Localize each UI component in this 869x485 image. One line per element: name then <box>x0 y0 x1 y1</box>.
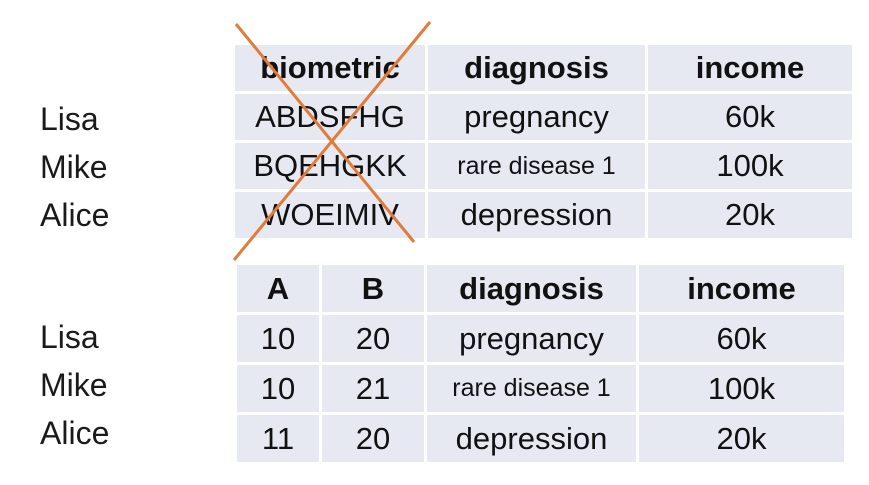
table-cell: rare disease 1 <box>427 365 636 412</box>
table-row: WOEIMIV depression 20k <box>235 192 852 238</box>
table-cell: pregnancy <box>428 94 645 140</box>
table-cell: 100k <box>639 365 844 412</box>
table-cell: pregnancy <box>427 315 636 362</box>
row-names-bottom: Lisa Mike Alice <box>40 313 109 457</box>
column-header: A <box>237 265 319 312</box>
table-cell: 10 <box>237 315 319 362</box>
table-cell: 21 <box>322 365 424 412</box>
table-row: BQEHGKK rare disease 1 100k <box>235 143 852 189</box>
name-label: Mike <box>40 367 108 403</box>
table-row: 10 21 rare disease 1 100k <box>237 365 844 412</box>
column-header: diagnosis <box>427 265 636 312</box>
table-cell: depression <box>427 415 636 462</box>
column-header: B <box>322 265 424 312</box>
table-cell: ABDSFHG <box>235 94 425 140</box>
identified-data-table: biometric diagnosis income ABDSFHG pregn… <box>232 42 855 241</box>
table-cell: WOEIMIV <box>235 192 425 238</box>
table-cell: 20k <box>639 415 844 462</box>
table-header-row: biometric diagnosis income <box>235 45 852 91</box>
table-cell: BQEHGKK <box>235 143 425 189</box>
table-cell: 20k <box>648 192 852 238</box>
table-row: 11 20 depression 20k <box>237 415 844 462</box>
table-cell: 20 <box>322 415 424 462</box>
table-cell: 60k <box>648 94 852 140</box>
column-header: income <box>639 265 844 312</box>
table-row: 10 20 pregnancy 60k <box>237 315 844 362</box>
name-label: Alice <box>40 197 110 233</box>
column-header: income <box>648 45 852 91</box>
table-cell: rare disease 1 <box>428 143 645 189</box>
name-label: Mike <box>40 149 108 185</box>
table-cell: depression <box>428 192 645 238</box>
table-cell: 60k <box>639 315 844 362</box>
name-label: Alice <box>40 415 110 451</box>
table-cell: 11 <box>237 415 319 462</box>
pseudonymized-data-table: A B diagnosis income 10 20 pregnancy 60k… <box>234 262 847 465</box>
table-header-row: A B diagnosis income <box>237 265 844 312</box>
table-cell: 20 <box>322 315 424 362</box>
column-header: biometric <box>235 45 425 91</box>
column-header: diagnosis <box>428 45 645 91</box>
table-cell: 100k <box>648 143 852 189</box>
table-cell: 10 <box>237 365 319 412</box>
name-label: Lisa <box>40 101 99 137</box>
name-label: Lisa <box>40 319 99 355</box>
row-names-top: Lisa Mike Alice <box>40 95 109 239</box>
table-row: ABDSFHG pregnancy 60k <box>235 94 852 140</box>
